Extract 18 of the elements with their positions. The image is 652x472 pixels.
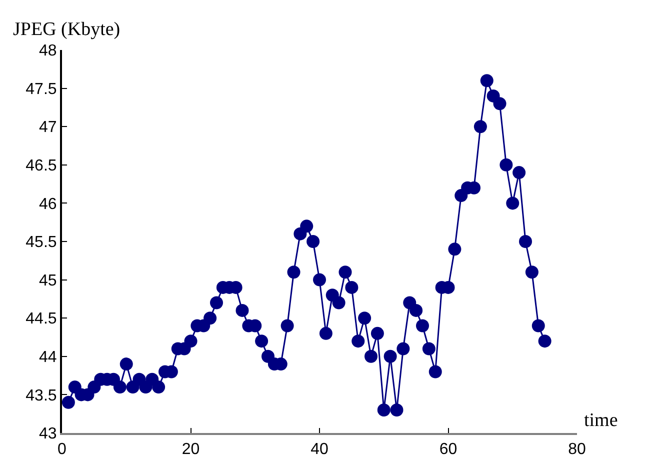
y-tick-label: 43.5 (26, 387, 57, 404)
y-tick-label: 47 (39, 119, 57, 136)
y-tick-label: 44 (39, 349, 57, 366)
y-tick-label: 46 (39, 196, 57, 213)
y-tick-label: 47.5 (26, 80, 57, 98)
y-tick-label: 43 (39, 426, 57, 443)
x-tick-label: 20 (182, 441, 200, 458)
x-tick-label: 80 (568, 441, 586, 458)
y-tick-label: 45.5 (26, 234, 57, 252)
y-tick-label: 45 (39, 272, 57, 290)
x-tick-label: 60 (439, 441, 458, 458)
y-tick-label: 44.5 (26, 310, 57, 328)
y-axis-title: JPEG (Kbyte) (13, 19, 120, 40)
x-tick-label: 0 (58, 441, 67, 458)
y-tick-label: 48 (39, 42, 57, 60)
x-tick-label: 40 (310, 441, 328, 458)
y-tick-label: 46.5 (26, 158, 57, 174)
x-axis-title: time (584, 410, 618, 431)
